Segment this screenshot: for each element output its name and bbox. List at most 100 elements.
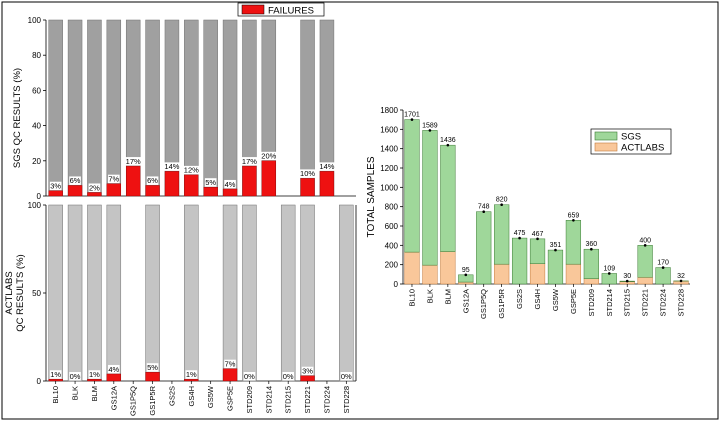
x-tick-label-gs1p5q: GS1P5Q [129,386,138,416]
bar-total-gs4h [184,204,199,382]
bar-failure-blk [67,185,83,197]
x-tick-label-gs2s: GS2S [515,289,524,309]
data-label-bg [49,370,62,379]
x-tick-label-blm: BLM [443,289,452,304]
bar-failure-bl10 [48,190,63,197]
data-label-gs4h: 12% [184,166,199,175]
total-label-gs5w: 351 [550,242,562,249]
y-tick-label: 1400 [380,145,398,154]
total-label-gsp5e: 659 [568,212,580,219]
bar-total-blm [87,204,102,382]
x-tick-label-gsp5e: GSP5E [226,386,235,411]
x-tick-label-gs1p5r: GS1P5R [148,385,157,415]
x-tick-label-gs2s: GS2S [167,386,176,406]
data-label-bg [299,169,316,178]
bar-total-std209 [242,204,257,382]
data-label-gs4h: 1% [186,370,197,379]
y-tick-label: 400 [385,241,399,250]
x-tick-label-gs4h: GS4H [533,289,542,309]
bar-failure-bl10 [48,379,63,382]
data-label-bg [49,181,62,191]
total-label-std214: 109 [603,265,615,272]
total-label-blk: 1589 [422,122,438,129]
bar-failure-gsp5e [222,188,238,197]
x-tick-label-blk: BLK [425,289,434,303]
total-marker-blm [446,143,450,147]
x-tick-label-blk: BLK [71,386,80,400]
data-label-bg [108,174,120,184]
x-tick-label-std209: STD209 [245,386,254,414]
data-label-bg [183,165,200,175]
total-marker-std215 [625,279,629,283]
bar-failure-gs4h [184,174,199,197]
x-tick-label-bl10: BL10 [407,289,416,307]
x-tick-label-std221: STD221 [641,289,650,317]
total-label-blm: 1436 [440,137,456,144]
data-label-blk: 0% [70,372,81,381]
bar-total-gs1p5r [145,19,160,197]
x-tick-label-gs5w: GS5W [551,288,560,311]
total-label-bl10: 1701 [404,112,420,119]
bar-failure-blm [87,379,102,382]
data-label-gs1p5r: 5% [147,363,158,372]
bar-actlabs-blk [422,264,438,285]
bar-sgs-gs2s [511,237,528,285]
y-tick-label: 50 [32,289,41,298]
y-tick-label: 20 [32,157,41,166]
total-marker-gs5w [554,248,557,252]
samples-legend: SGS ACTLABS [590,128,672,155]
data-label-gs2s: 14% [164,162,179,171]
x-tick-label-gs1p5r: GS1P5R [497,288,506,318]
total-label-std209: 360 [586,241,598,248]
x-tick-label-std228: STD228 [677,289,686,317]
total-marker-std214 [607,272,611,275]
x-tick-label-std221: STD221 [303,386,312,414]
bar-total-gs12a [106,204,122,382]
bar-sgs-gs5w [547,249,564,285]
x-tick-label-gsp5e: GSP5E [569,289,578,314]
x-tick-label-gs5w: GS5W [206,385,215,408]
total-label-std228: 32 [677,273,685,280]
bar-sgs-std224 [655,267,671,285]
data-label-std221: 10% [300,169,315,178]
data-label-bg [88,370,101,379]
x-tick-label-gs1p5q: GS1P5Q [479,289,488,319]
total-samples-chart: 0 200 400 600 800 1000 1200 1400 1600 1800 1701 BL1… [380,106,690,319]
total-marker-gs4h [536,237,539,241]
total-marker-std221 [643,244,647,247]
data-label-bg [318,162,336,171]
bar-failure-gs1p5r [145,372,160,382]
y-tick-label: 600 [385,222,399,231]
y-tick-label: 100 [28,16,42,25]
data-label-bg [282,372,294,381]
y-tick-label: 1800 [380,106,398,115]
bar-total-bl10 [48,204,63,382]
y-tick-label: 60 [32,86,41,95]
bar-sgs-std214 [601,273,617,285]
data-label-blk: 6% [70,176,81,185]
sgs-legend-swatch [594,131,618,141]
bar-actlabs-gs4h [529,263,546,285]
x-tick-label-gs4h: GS4H [187,386,196,406]
bar-actlabs-std221 [637,276,653,285]
bar-failure-std224 [319,171,335,197]
y-tick-label: 0 [37,377,42,386]
actlabs-qc-chart: 0 50 100 1% BL10 0% BLK 1% BLM 4% GS12A GS1P5Q 5% GS1… [28,201,357,416]
bar-sgs-blk [422,130,438,266]
data-label-gsp5e: 7% [225,359,236,368]
data-label-std214: 20% [261,152,276,161]
data-label-bg [163,162,181,171]
bar-failure-std209 [242,165,257,197]
data-label-bg [88,183,101,192]
x-tick-label-std224: STD224 [322,386,331,414]
bar-sgs-std209 [583,248,599,279]
total-label-gs1p5q: 748 [478,204,490,211]
data-label-bg [241,157,258,166]
bar-failure-gsp5e [222,368,238,382]
bar-failure-gs2s [164,171,180,197]
data-label-bg [108,364,120,374]
total-marker-std224 [661,266,665,269]
bar-total-gs5w [203,19,218,197]
